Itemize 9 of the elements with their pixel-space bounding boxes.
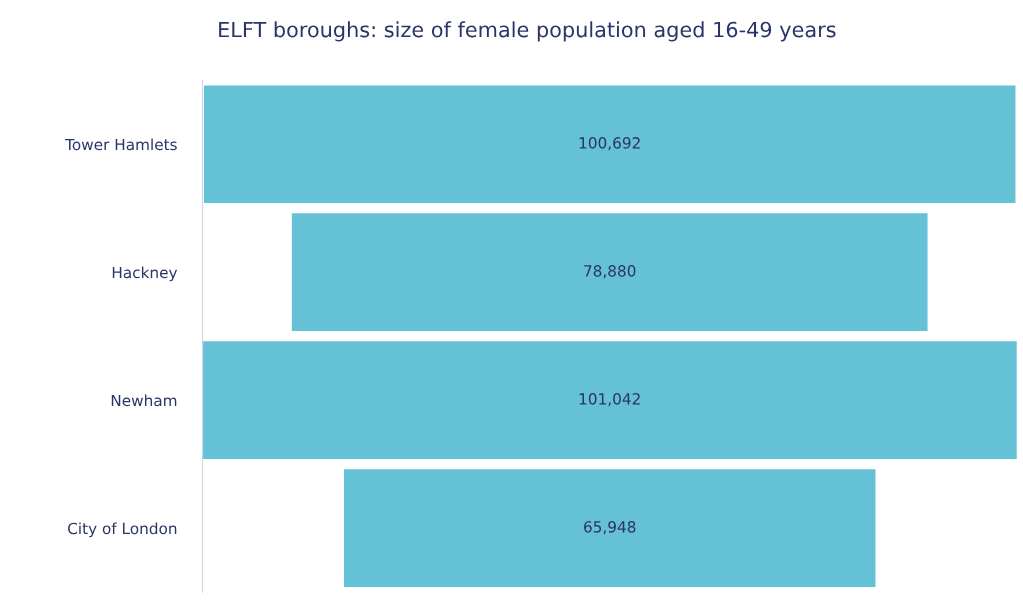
category-label: Newham — [111, 394, 177, 407]
data-label: 100,692 — [579, 137, 640, 151]
category-label: Tower Hamlets — [65, 138, 177, 151]
data-label: 65,948 — [584, 521, 636, 535]
category-label: Hackney — [112, 266, 178, 282]
category-label: City of London — [68, 522, 177, 538]
text: ELFT boroughs: size of female population aged 16-49 years — [219, 21, 836, 42]
data-label: 78,880 — [584, 265, 636, 279]
data-label: 101,042 — [579, 393, 640, 407]
